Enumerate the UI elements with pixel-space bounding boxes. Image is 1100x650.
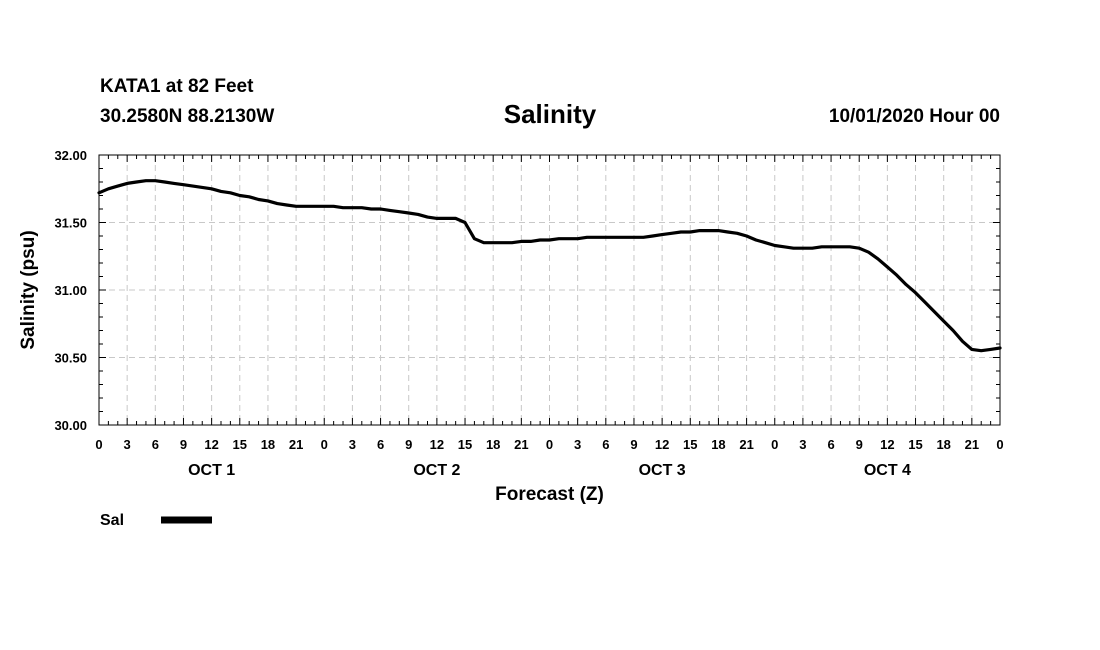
x-tick-label: 18 bbox=[486, 437, 500, 452]
x-tick-label: 12 bbox=[430, 437, 444, 452]
x-tick-label: 3 bbox=[799, 437, 806, 452]
station-label: KATA1 at 82 Feet bbox=[100, 76, 254, 97]
x-tick-label: 12 bbox=[880, 437, 894, 452]
x-tick-label: 9 bbox=[405, 437, 412, 452]
x-tick-label: 3 bbox=[124, 437, 131, 452]
x-tick-label: 6 bbox=[602, 437, 609, 452]
x-tick-label: 3 bbox=[349, 437, 356, 452]
y-axis-title: Salinity (psu) bbox=[18, 230, 39, 349]
x-tick-label: 0 bbox=[546, 437, 553, 452]
x-tick-label: 6 bbox=[377, 437, 384, 452]
forecast-datetime: 10/01/2020 Hour 00 bbox=[828, 106, 1000, 127]
x-tick-label: 9 bbox=[856, 437, 863, 452]
x-tick-label: 3 bbox=[574, 437, 581, 452]
y-tick-label: 32.00 bbox=[54, 148, 87, 163]
x-tick-label: 15 bbox=[233, 437, 247, 452]
x-tick-label: 0 bbox=[95, 437, 102, 452]
series-line-sal bbox=[97, 179, 1002, 353]
day-label: OCT 2 bbox=[413, 462, 460, 479]
x-tick-label: 6 bbox=[827, 437, 834, 452]
x-tick-label: 12 bbox=[204, 437, 218, 452]
x-tick-label: 21 bbox=[739, 437, 753, 452]
day-label: OCT 4 bbox=[864, 462, 911, 479]
x-tick-label: 15 bbox=[908, 437, 922, 452]
x-tick-label: 18 bbox=[711, 437, 725, 452]
y-tick-label: 30.50 bbox=[54, 351, 87, 366]
day-label: OCT 1 bbox=[188, 462, 235, 479]
coordinates-label: 30.2580N 88.2130W bbox=[100, 106, 275, 127]
x-tick-label: 15 bbox=[683, 437, 697, 452]
x-tick-label: 18 bbox=[261, 437, 275, 452]
x-tick-label: 9 bbox=[180, 437, 187, 452]
x-tick-label: 0 bbox=[321, 437, 328, 452]
x-tick-label: 12 bbox=[655, 437, 669, 452]
y-tick-label: 31.50 bbox=[54, 216, 87, 231]
x-tick-label: 9 bbox=[630, 437, 637, 452]
x-tick-label: 6 bbox=[152, 437, 159, 452]
x-tick-label: 21 bbox=[965, 437, 979, 452]
y-tick-label: 30.00 bbox=[54, 418, 87, 433]
x-tick-label: 21 bbox=[514, 437, 528, 452]
x-tick-label: 18 bbox=[936, 437, 950, 452]
chart-title: Salinity bbox=[503, 99, 597, 129]
x-tick-label: 21 bbox=[289, 437, 303, 452]
x-tick-label: 0 bbox=[771, 437, 778, 452]
day-label: OCT 3 bbox=[639, 462, 686, 479]
x-axis-title: Forecast (Z) bbox=[495, 484, 604, 505]
legend-label: Sal bbox=[100, 512, 124, 529]
x-tick-label: 0 bbox=[996, 437, 1003, 452]
y-tick-label: 31.00 bbox=[54, 283, 87, 298]
x-tick-label: 15 bbox=[458, 437, 472, 452]
